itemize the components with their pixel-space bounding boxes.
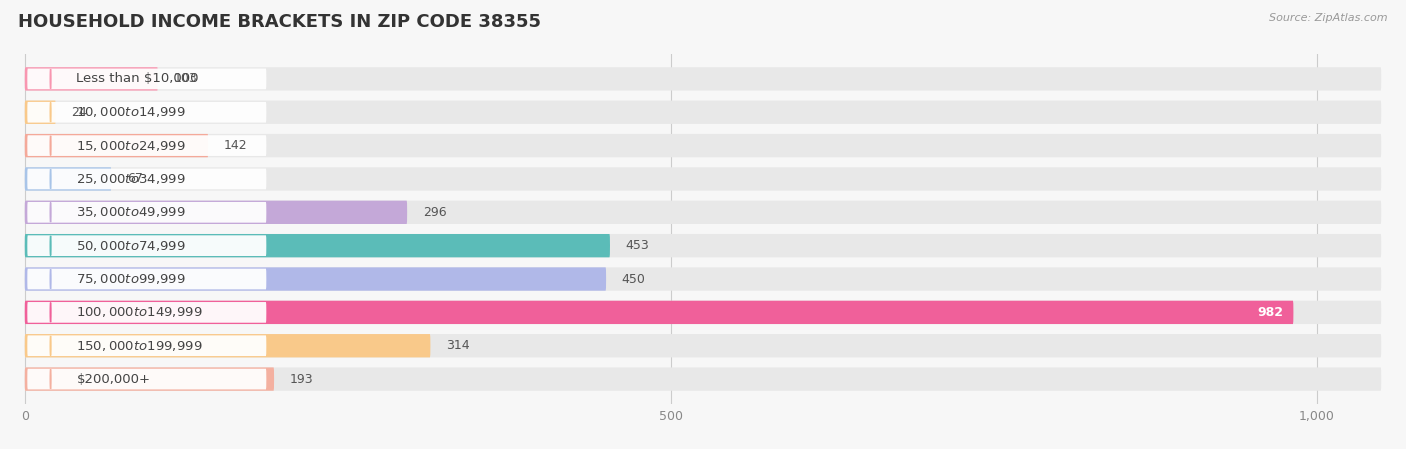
Text: Less than $10,000: Less than $10,000 (76, 72, 198, 85)
Text: 314: 314 (446, 339, 470, 352)
FancyBboxPatch shape (25, 234, 1381, 257)
FancyBboxPatch shape (25, 267, 606, 291)
FancyBboxPatch shape (27, 369, 266, 389)
Text: $10,000 to $14,999: $10,000 to $14,999 (76, 105, 186, 119)
FancyBboxPatch shape (27, 235, 266, 256)
Text: $15,000 to $24,999: $15,000 to $24,999 (76, 139, 186, 153)
Text: $25,000 to $34,999: $25,000 to $34,999 (76, 172, 186, 186)
FancyBboxPatch shape (27, 169, 266, 189)
FancyBboxPatch shape (25, 267, 1381, 291)
FancyBboxPatch shape (27, 202, 266, 223)
FancyBboxPatch shape (25, 134, 208, 157)
FancyBboxPatch shape (25, 234, 610, 257)
FancyBboxPatch shape (25, 201, 408, 224)
Text: 24: 24 (72, 106, 87, 119)
FancyBboxPatch shape (27, 135, 266, 156)
Text: 296: 296 (423, 206, 446, 219)
FancyBboxPatch shape (25, 101, 56, 124)
Text: $150,000 to $199,999: $150,000 to $199,999 (76, 339, 202, 353)
Text: 103: 103 (173, 72, 197, 85)
FancyBboxPatch shape (25, 334, 430, 357)
Text: 142: 142 (224, 139, 247, 152)
Text: 193: 193 (290, 373, 314, 386)
Text: HOUSEHOLD INCOME BRACKETS IN ZIP CODE 38355: HOUSEHOLD INCOME BRACKETS IN ZIP CODE 38… (18, 13, 541, 31)
FancyBboxPatch shape (25, 334, 1381, 357)
FancyBboxPatch shape (27, 302, 266, 323)
FancyBboxPatch shape (25, 167, 111, 191)
FancyBboxPatch shape (25, 67, 1381, 91)
Text: $35,000 to $49,999: $35,000 to $49,999 (76, 205, 186, 219)
FancyBboxPatch shape (25, 101, 1381, 124)
Text: $200,000+: $200,000+ (76, 373, 150, 386)
FancyBboxPatch shape (27, 102, 266, 123)
Text: 982: 982 (1257, 306, 1284, 319)
FancyBboxPatch shape (25, 167, 1381, 191)
Text: $100,000 to $149,999: $100,000 to $149,999 (76, 305, 202, 319)
FancyBboxPatch shape (25, 134, 1381, 157)
FancyBboxPatch shape (27, 335, 266, 356)
FancyBboxPatch shape (27, 269, 266, 289)
Text: Source: ZipAtlas.com: Source: ZipAtlas.com (1270, 13, 1388, 23)
FancyBboxPatch shape (25, 367, 274, 391)
FancyBboxPatch shape (27, 69, 266, 89)
FancyBboxPatch shape (25, 367, 1381, 391)
Text: 453: 453 (626, 239, 650, 252)
FancyBboxPatch shape (25, 301, 1381, 324)
FancyBboxPatch shape (25, 67, 157, 91)
FancyBboxPatch shape (25, 301, 1294, 324)
FancyBboxPatch shape (25, 201, 1381, 224)
Text: $75,000 to $99,999: $75,000 to $99,999 (76, 272, 186, 286)
Text: 67: 67 (127, 172, 142, 185)
Text: $50,000 to $74,999: $50,000 to $74,999 (76, 239, 186, 253)
Text: 450: 450 (621, 273, 645, 286)
